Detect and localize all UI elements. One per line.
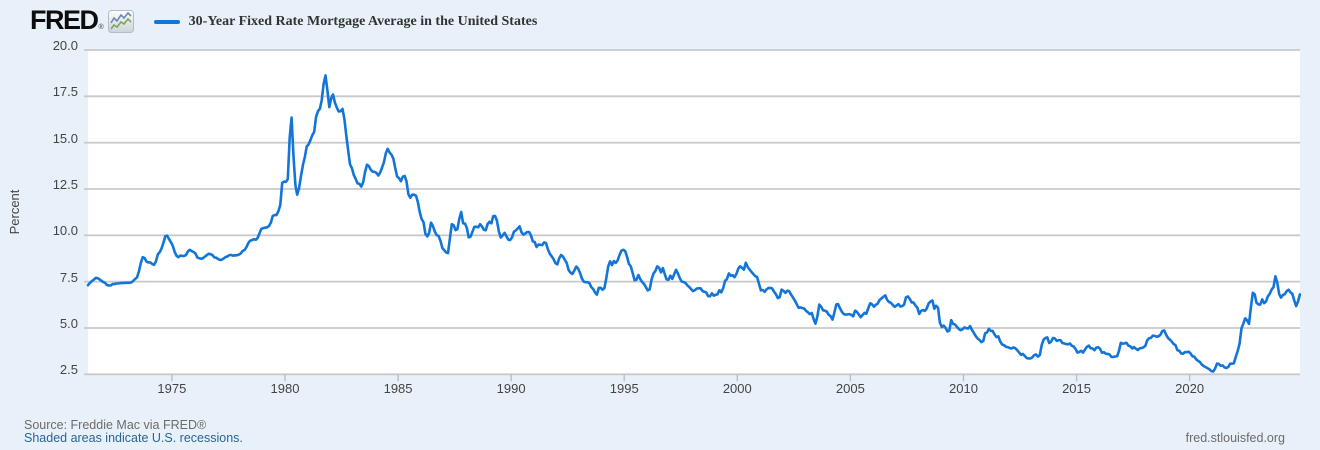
recession-note-link[interactable]: Shaded areas indicate U.S. recessions. [24,431,243,445]
x-tick-label-2000: 2000 [722,381,752,396]
x-tick-label-1995: 1995 [609,381,639,396]
x-tick-label-2015: 2015 [1062,381,1091,396]
y-tick-label-15: 15.0 [52,130,78,146]
plot-background [88,50,1300,375]
y-tick-label-10: 10.0 [52,223,78,239]
fred-logo-text: FRED [30,5,99,35]
mortgage-rate-line[interactable] [86,74,1302,373]
x-tick-label-2020: 2020 [1175,381,1205,396]
y-tick-label-12.5: 12.5 [52,176,78,192]
legend-line-swatch [153,19,180,24]
fred-logo[interactable]: FRED ® [30,5,134,35]
x-tick-label-1980: 1980 [270,381,300,396]
sparkline-chart-icon [107,10,134,33]
y-tick-label-7.5: 7.5 [59,269,78,285]
fred-site-link[interactable]: fred.stlouisfed.org [1185,431,1285,445]
legend-series-label: 30-Year Fixed Rate Mortgage Average in t… [188,13,538,29]
x-tick-label-2005: 2005 [835,381,865,396]
chart-header: FRED ® 30-Year Fixed Rate Mortgage Avera… [30,5,537,35]
source-note: Source: Freddie Mac via FRED® [24,418,207,432]
y-tick-label-20: 20.0 [52,38,78,53]
y-tick-label-2.5: 2.5 [59,362,78,378]
x-tick-label-1975: 1975 [157,381,187,396]
x-tick-label-2010: 2010 [949,381,978,396]
y-tick-label-5: 5.0 [59,315,78,331]
x-tick-label-1985: 1985 [383,381,413,396]
y-tick-label-17.5: 17.5 [52,84,78,100]
registered-mark-icon: ® [98,24,104,31]
y-axis-title: Percent [7,189,22,235]
legend: 30-Year Fixed Rate Mortgage Average in t… [153,13,538,30]
x-tick-label-1990: 1990 [496,381,526,396]
